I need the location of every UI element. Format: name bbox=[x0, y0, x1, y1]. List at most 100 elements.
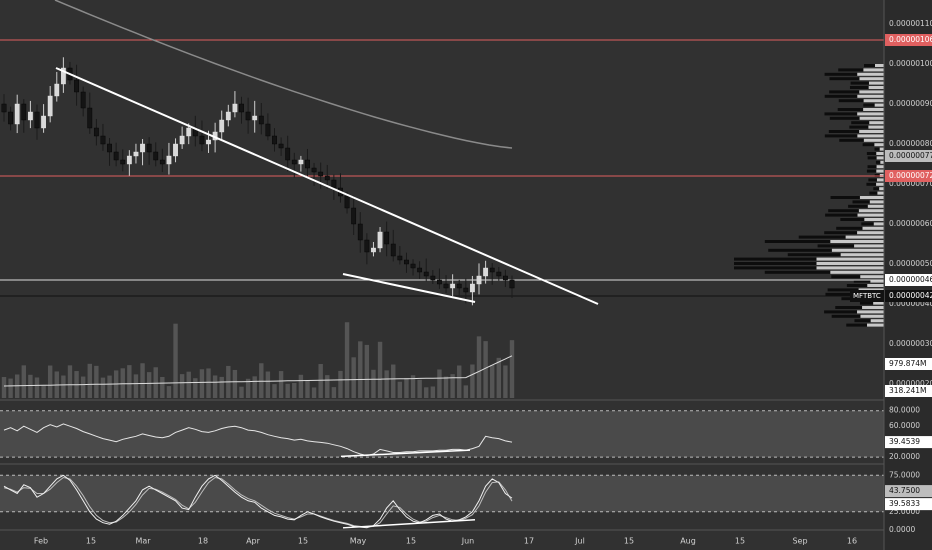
price-badge-label: 0.00000046 bbox=[889, 275, 932, 284]
volume-profile-bar-light bbox=[873, 301, 884, 305]
volume-profile-bar-dark bbox=[830, 196, 860, 199]
volume-profile-bar-light bbox=[869, 200, 884, 204]
candle-body bbox=[311, 167, 317, 173]
price-level-badge-label: 0.00000072 bbox=[889, 171, 932, 180]
volume-profile-bar-light bbox=[868, 86, 884, 89]
stoch-badge bbox=[885, 498, 932, 511]
volume-profile-bar-dark bbox=[866, 182, 877, 186]
volume-profile-bar-dark bbox=[734, 262, 817, 265]
volume-bar bbox=[344, 322, 350, 398]
volume-profile-bar-light bbox=[862, 306, 884, 309]
volume-bar bbox=[186, 371, 191, 398]
volume-profile-bar-light bbox=[876, 152, 884, 155]
volume-bar bbox=[67, 365, 73, 398]
candle-body bbox=[173, 143, 178, 157]
volume-profile-bar-light bbox=[857, 213, 884, 217]
price-level-badge bbox=[885, 34, 932, 46]
candle-body bbox=[291, 159, 297, 165]
stoch-badge-label: 43.7500 bbox=[889, 486, 920, 495]
candle-body bbox=[107, 143, 112, 153]
volume-bar bbox=[278, 371, 284, 398]
time-axis-labels: Feb 15 Mar 18 Apr 15 May 15 Jun 17 Jul 15 Aug 15 Sep 16 bbox=[34, 537, 857, 546]
candle-body bbox=[60, 67, 66, 85]
stoch-divergence-line bbox=[342, 519, 476, 529]
volume-profile-bar-dark bbox=[867, 156, 877, 160]
volume-profile-bar-light bbox=[830, 240, 884, 243]
candle-body bbox=[179, 135, 185, 145]
volume-profile-bar-light bbox=[816, 262, 884, 265]
stoch-tick-label: 25.0000 bbox=[889, 507, 920, 516]
volume-profile-bar-light bbox=[864, 218, 884, 221]
volume-profile-bar-light bbox=[830, 270, 884, 274]
volume-bar bbox=[1, 377, 7, 398]
candle-body bbox=[450, 283, 456, 289]
volume-bar bbox=[463, 385, 469, 398]
volume-profile-bar-light bbox=[816, 266, 884, 270]
volume-profile-bar-light bbox=[876, 165, 884, 169]
volume-profile-bar-dark bbox=[831, 275, 861, 279]
candles bbox=[1, 57, 515, 306]
time-axis-label: May bbox=[350, 537, 367, 546]
volume-profile-bar-dark bbox=[798, 235, 846, 239]
volume-bar bbox=[377, 341, 383, 398]
moving-average-line bbox=[54, 0, 513, 149]
volume-profile-bar-light bbox=[867, 284, 884, 287]
volume-bar bbox=[358, 341, 363, 398]
volume-profile-bar-dark bbox=[873, 187, 880, 191]
candle-body bbox=[232, 103, 238, 113]
price-tick-label: 0.00000020 bbox=[889, 379, 932, 388]
candle-body bbox=[140, 143, 145, 153]
volume-bar bbox=[305, 380, 310, 398]
candle-body bbox=[87, 107, 93, 129]
volume-bar bbox=[219, 376, 224, 398]
time-axis-label: Mar bbox=[135, 537, 151, 546]
volume-bar bbox=[179, 374, 185, 398]
candle-body bbox=[437, 279, 442, 285]
candle-body bbox=[199, 135, 205, 145]
volume-profile-bar-dark bbox=[866, 169, 877, 173]
volume-profile-bar-light bbox=[857, 310, 884, 314]
stoch-band bbox=[0, 475, 884, 512]
volume-bar bbox=[285, 383, 290, 398]
volume-profile-bar-light bbox=[874, 143, 884, 147]
price-badge-label: 0.00000077 bbox=[889, 151, 932, 160]
candle-body bbox=[285, 147, 291, 161]
volume-bar bbox=[331, 387, 337, 398]
volume-profile-bar-dark bbox=[866, 152, 877, 155]
rsi-line bbox=[3, 423, 513, 457]
time-axis-label: 18 bbox=[198, 537, 208, 546]
volume-bar bbox=[140, 363, 145, 398]
price-level-badge-label: 0.00000106 bbox=[889, 35, 932, 44]
candle-body bbox=[8, 111, 13, 125]
volume-badge bbox=[885, 385, 932, 397]
volume-profile-bar-light bbox=[879, 187, 884, 191]
volume-profile-bar-light bbox=[857, 94, 884, 98]
volume-profile-bar-light bbox=[867, 323, 884, 327]
volume-profile-bar-dark bbox=[824, 231, 858, 235]
volume-bar bbox=[364, 344, 370, 398]
volume-profile-bar-dark bbox=[824, 134, 858, 138]
volume-profile-bar-light bbox=[879, 147, 884, 151]
price-badge bbox=[885, 150, 932, 162]
volume-bar bbox=[384, 370, 389, 398]
volume-profile-bar-light bbox=[876, 169, 884, 173]
candle-body bbox=[489, 267, 495, 273]
volume-profile-bar-dark bbox=[846, 323, 868, 327]
volume-bar bbox=[509, 340, 515, 398]
volume-bar bbox=[87, 363, 92, 398]
volume-bar bbox=[450, 374, 455, 398]
volume-bar bbox=[437, 369, 442, 398]
volume-bar bbox=[265, 371, 271, 398]
candle-body bbox=[377, 231, 383, 249]
volume-profile-bar-dark bbox=[849, 86, 869, 89]
volume-bar bbox=[21, 365, 26, 398]
candle-body bbox=[476, 275, 482, 285]
volume-profile-bar-light bbox=[858, 288, 884, 292]
volume-bar bbox=[212, 375, 218, 398]
time-axis-label: 15 bbox=[735, 537, 745, 546]
candle-body bbox=[120, 159, 126, 165]
candle-body bbox=[186, 127, 192, 137]
volume-bar bbox=[160, 376, 165, 398]
volume-profile-bar-light bbox=[874, 103, 884, 107]
stoch-tick-label: 0.0000 bbox=[889, 525, 915, 534]
